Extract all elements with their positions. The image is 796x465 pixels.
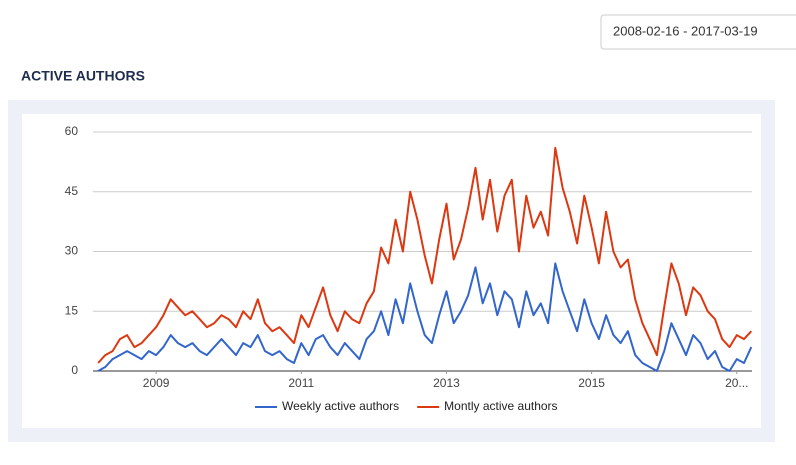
x-tick-label: 2011 <box>288 376 314 390</box>
series-line <box>97 262 753 372</box>
y-tick-label: 60 <box>65 124 79 138</box>
legend-label: Weekly active authors <box>282 399 399 413</box>
legend-label: Montly active authors <box>444 399 557 413</box>
y-tick-label: 30 <box>65 244 79 258</box>
y-tick-label: 45 <box>65 184 79 198</box>
section-title: ACTIVE AUTHORS <box>21 68 145 84</box>
x-tick-label: 20... <box>725 376 748 390</box>
x-tick-label: 2015 <box>578 376 605 390</box>
date-range[interactable]: 2008-02-16 - 2017-03-19 <box>613 23 758 38</box>
x-tick-label: 2013 <box>433 376 460 390</box>
date-range-picker[interactable] <box>600 14 796 50</box>
series-line <box>97 146 753 364</box>
chart-area <box>22 114 761 428</box>
y-tick-label: 15 <box>65 303 79 317</box>
y-tick-label: 0 <box>71 363 78 377</box>
x-tick-label: 2009 <box>143 376 170 390</box>
